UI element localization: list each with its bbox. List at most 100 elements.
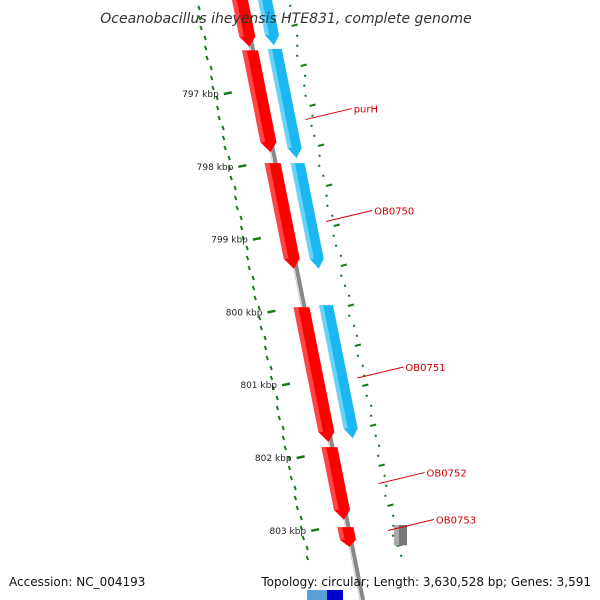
gene-label: OB0751 [405,363,445,374]
gc-skew-dot [269,375,274,381]
gc-content-dot [295,34,299,37]
gene-labels: purH OB0750 OB0751 OB0752 OB0753 [305,105,476,532]
gc-skew-dot [299,525,304,531]
cds-forward-feature-highlight [321,447,339,510]
gc-content-dot [343,284,347,287]
ruler-tick-label: 798 kbp [197,163,234,173]
cds-forward-feature-highlight [231,0,245,37]
gc-skew-dot [247,265,251,271]
gc-skew-dot [253,295,257,301]
ruler-tick-label: 803 kbp [269,527,306,537]
gc-content-dot [365,394,368,397]
gene-label: OB0753 [436,516,476,527]
gc-skew-dot [209,75,214,81]
gc-content-dot [352,324,356,327]
gc-content-dot [369,414,373,417]
gc-content-dot [399,554,403,557]
gc-content-dot [303,74,307,77]
cds-forward-feature-highlight [337,527,345,540]
ruler-tick-label: 801 kbp [240,381,277,391]
gc-content-dot [296,44,299,47]
gc-content-dot [391,534,395,537]
legend-swatch-light [307,590,327,600]
gc-skew-dot [293,485,297,491]
cds-forward-feature-highlight [264,163,289,259]
gc-skew-dot [275,395,279,401]
gc-content-dot [289,4,292,7]
accession-text: Accession: NC_004193 [9,575,145,589]
gc-skew-dot [257,305,261,311]
ruler-tick [281,382,291,387]
gc-skew-dot [257,315,262,321]
gc-content-dot [331,214,334,217]
gc-content-dot [369,423,377,427]
gc-skew-dot [275,405,280,411]
gc-skew-dot [283,445,287,451]
cds-forward-feature-highlight [242,50,266,143]
gc-skew-dot [221,125,225,131]
ruler-tick [267,309,276,314]
gc-skew-dot [197,5,201,11]
gc-skew-dot [293,495,298,501]
gc-content-dot [369,404,373,407]
map-title: Oceanobacillus iheyensis HTE831, complet… [100,11,471,27]
gc-content-dot [376,454,380,457]
gc-skew-dot [251,285,256,291]
gc-skew-dot [227,155,231,161]
gc-skew-dot [229,175,233,181]
position-ruler: 797 kbp 798 kbp 799 kbp 800 kbp 801 kbp 802 k… [182,90,320,537]
gc-content-dot [385,484,388,487]
gc-content-dot [384,494,387,497]
gc-skew-dot [223,145,227,151]
ruler-tick-label: 797 kbp [182,90,219,100]
gene-label: OB0752 [427,469,467,480]
gc-content-dot [383,474,386,477]
ruler-tick [252,236,262,241]
ruler-tick-label: 802 kbp [255,454,292,464]
ruler-tick-label: 799 kbp [211,236,248,246]
gc-content-dot [374,434,378,437]
gc-skew-dot [263,335,267,341]
gc-content-dot [310,124,313,127]
gc-content-dot [391,514,395,517]
legend-swatch-dark [327,590,343,600]
gc-skew-dot [277,415,281,421]
gc-content-dot [326,204,329,207]
legend-fragment [307,590,343,600]
gc-skew-dot [217,115,221,121]
gc-content-dot [340,263,348,267]
gc-skew-dot [281,435,286,441]
ruler-tick [238,163,247,169]
gc-skew-dot [271,385,275,391]
gc-skew-dot [233,195,238,201]
gc-skew-dot [203,45,208,51]
cds-forward-feature-highlight [293,307,324,432]
gene-leader-line [357,366,404,379]
gc-content-dot [355,334,359,337]
gc-skew-dot [203,35,207,41]
ruler-tick [223,91,233,96]
gc-content-dot [356,354,360,357]
gene-leader-line [387,519,435,532]
gc-content-dot [347,294,351,297]
gc-content-dot [317,143,325,147]
gc-content-dot [387,503,394,507]
gc-content-dot [325,183,333,187]
ruler-tick-label: 800 kbp [226,308,263,318]
gene-leader-line [325,209,373,222]
gc-skew-dot [199,25,203,31]
gc-content-dot [362,383,369,387]
gc-content-dot [291,23,298,27]
gc-content-dot [377,444,381,447]
gc-skew-dot [245,255,250,261]
other-feature-highlight [393,524,399,546]
gene-leader-line [378,472,425,485]
gc-content-dot [378,463,385,467]
gc-skew-dot [269,365,273,371]
gc-content-dot [300,63,307,67]
gc-content-dot [295,54,299,57]
gc-content-dot [347,303,355,307]
gc-content-dot [333,223,340,227]
gc-skew-dot [287,465,292,471]
gene-label: purH [354,105,378,116]
